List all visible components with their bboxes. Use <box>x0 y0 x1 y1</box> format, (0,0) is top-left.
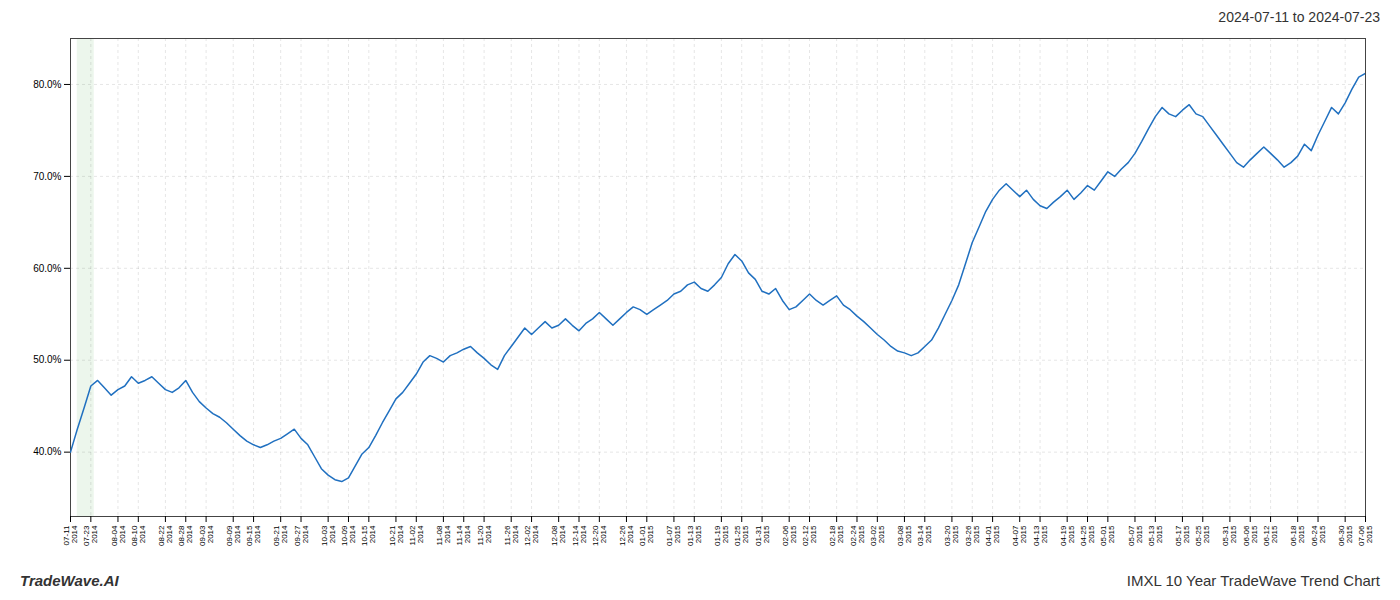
svg-text:10-092014: 10-092014 <box>340 525 357 546</box>
svg-text:03-262015: 03-262015 <box>964 525 981 546</box>
svg-text:12-082014: 12-082014 <box>550 525 567 546</box>
svg-text:06-062015: 06-062015 <box>1242 525 1259 546</box>
svg-text:10-212014: 10-212014 <box>388 525 405 546</box>
svg-text:04-192015: 04-192015 <box>1059 525 1076 546</box>
html-text:IMXL 10 Year TradeWave Trend C: IMXL 10 Year TradeWave Trend Chart <box>1126 572 1380 589</box>
svg-text:11-142014: 11-142014 <box>455 525 472 545</box>
svg-text:07-232014: 07-232014 <box>82 525 99 546</box>
svg-text:01-012015: 01-012015 <box>638 525 655 546</box>
svg-text:09-272014: 09-272014 <box>293 525 310 546</box>
html-text:2024-07-11 to 2024-07-23: 2024-07-11 to 2024-07-23 <box>1218 9 1380 25</box>
svg-text:09-032014: 09-032014 <box>198 525 215 546</box>
svg-text:05-132015: 05-132015 <box>1147 525 1164 546</box>
svg-text:06-302015: 06-302015 <box>1337 525 1354 546</box>
svg-text:11-022014: 11-022014 <box>408 525 425 545</box>
svg-text:08-102014: 08-102014 <box>130 525 147 546</box>
svg-text:05-312015: 05-312015 <box>1221 525 1238 546</box>
svg-text:12-262014: 12-262014 <box>618 525 635 546</box>
svg-text:05-012015: 05-012015 <box>1099 525 1116 546</box>
svg-text:04-252015: 04-252015 <box>1079 525 1096 546</box>
svg-text:01-312015: 01-312015 <box>754 525 771 546</box>
svg-text:05-252015: 05-252015 <box>1194 525 1211 546</box>
svg-text:04-132015: 04-132015 <box>1032 525 1049 546</box>
svg-text:80.0%: 80.0% <box>33 79 61 90</box>
svg-text:09-092014: 09-092014 <box>225 525 242 546</box>
svg-text:08-222014: 08-222014 <box>157 525 174 546</box>
svg-text:12-022014: 12-022014 <box>523 525 540 546</box>
svg-text:10-032014: 10-032014 <box>320 525 337 546</box>
svg-text:02-122015: 02-122015 <box>801 525 818 546</box>
svg-text:06-122015: 06-122015 <box>1262 525 1279 546</box>
svg-text:01-252015: 01-252015 <box>733 525 750 546</box>
svg-text:70.0%: 70.0% <box>33 171 61 182</box>
svg-text:02-182015: 02-182015 <box>828 525 845 546</box>
svg-text:03-202015: 03-202015 <box>943 525 960 546</box>
svg-text:01-132015: 01-132015 <box>686 525 703 546</box>
svg-text:06-242015: 06-242015 <box>1310 525 1327 546</box>
svg-text:04-072015: 04-072015 <box>1011 525 1028 546</box>
svg-text:07-112014: 07-112014 <box>62 525 79 545</box>
svg-text:09-152014: 09-152014 <box>245 525 262 546</box>
svg-text:01-192015: 01-192015 <box>713 525 730 546</box>
svg-text:01-072015: 01-072015 <box>665 525 682 546</box>
svg-text:11-202014: 11-202014 <box>476 525 493 545</box>
svg-text:12-202014: 12-202014 <box>591 525 608 546</box>
svg-text:08-282014: 08-282014 <box>177 525 194 546</box>
svg-text:02-062015: 02-062015 <box>781 525 798 546</box>
svg-text:05-172015: 05-172015 <box>1174 525 1191 546</box>
svg-text:03-142015: 03-142015 <box>916 525 933 546</box>
svg-text:06-182015: 06-182015 <box>1289 525 1306 546</box>
svg-text:40.0%: 40.0% <box>33 446 61 457</box>
svg-text:04-012015: 04-012015 <box>984 525 1001 546</box>
html-text:TradeWave.AI: TradeWave.AI <box>20 572 119 589</box>
svg-text:11-082014: 11-082014 <box>435 525 452 545</box>
svg-text:08-042014: 08-042014 <box>110 525 127 546</box>
svg-text:10-152014: 10-152014 <box>360 525 377 546</box>
svg-text:05-072015: 05-072015 <box>1127 525 1144 546</box>
svg-text:60.0%: 60.0% <box>33 263 61 274</box>
svg-text:50.0%: 50.0% <box>33 354 61 365</box>
svg-text:03-022015: 03-022015 <box>869 525 886 546</box>
svg-text:12-142014: 12-142014 <box>571 525 588 546</box>
svg-text:11-262014: 11-262014 <box>503 525 520 545</box>
svg-text:09-212014: 09-212014 <box>272 525 289 546</box>
svg-text:03-082015: 03-082015 <box>896 525 913 546</box>
svg-text:07-062015: 07-062015 <box>1357 525 1374 546</box>
svg-text:02-242015: 02-242015 <box>849 525 866 546</box>
